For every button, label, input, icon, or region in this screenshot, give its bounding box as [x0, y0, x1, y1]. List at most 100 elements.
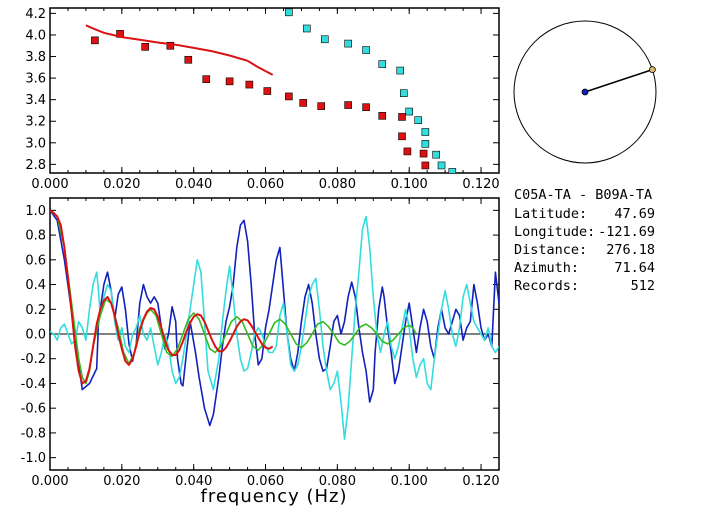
- compass-center-dot: [581, 88, 589, 96]
- top-cyan-square-marker: [362, 46, 370, 54]
- bottom-x-tick-label: 0.060: [247, 474, 284, 489]
- top-cyan-square-marker: [405, 107, 414, 116]
- top-red-square-marker: [378, 112, 387, 120]
- bottom-series-group: [50, 209, 499, 440]
- top-cyan-square-marker: [421, 128, 430, 136]
- top-x-tick-label: 0.060: [247, 177, 284, 192]
- top-x-tick-label: 0.020: [103, 177, 140, 192]
- top-cyan-square-marker: [320, 35, 329, 44]
- bottom-y-tick-label: 1.0: [25, 204, 46, 219]
- top-cyan-square-marker: [448, 168, 457, 173]
- top-cyan-square-marker: [378, 60, 387, 68]
- latitude-label: Latitude:: [514, 206, 587, 222]
- top-x-tick-label: 0.100: [391, 177, 428, 192]
- bottom-y-tick-label: -0.6: [21, 402, 46, 417]
- bottom-x-tick-label: 0.080: [319, 474, 356, 489]
- bottom-x-tick-label: 0.020: [103, 474, 140, 489]
- top-series-group: [85, 8, 457, 173]
- compass-circle: [513, 20, 657, 164]
- bottom-blue-line: [50, 209, 499, 427]
- bottom-x-tick-label: 0.000: [31, 474, 68, 489]
- latitude-value: 47.69: [614, 206, 655, 222]
- azimuth-endpoint-dot: [648, 66, 656, 74]
- top-x-tick-label: 0.120: [462, 177, 499, 192]
- top-x-tick-label: 0.080: [319, 177, 356, 192]
- bottom-y-tick-label: 0.4: [25, 278, 46, 293]
- records-value: 512: [631, 278, 655, 294]
- top-red-square-marker: [91, 36, 99, 45]
- dispersion-plot: 0.000 0.020 0.040 0.060 0.080 0.100 0.120 2.8 3…: [25, 7, 500, 192]
- top-y-tick-label: 3.6: [25, 72, 46, 87]
- top-y-tick-label: 2.8: [25, 158, 46, 173]
- top-red-square-marker: [263, 87, 272, 95]
- top-red-square-marker: [398, 132, 406, 141]
- top-cyan-square-marker: [437, 161, 446, 170]
- top-plot-frame: [49, 7, 500, 174]
- coherence-plot: 0.000 0.020 0.040 0.060 0.080 0.100 0.120 1.00…: [21, 197, 500, 507]
- bottom-y-tick-label: 0.2: [25, 303, 46, 318]
- bottom-cyan-line: [50, 215, 499, 440]
- top-y-tick-label: 3.2: [25, 115, 46, 130]
- bottom-red-line: [50, 209, 274, 385]
- bottom-x-axis: 0.000 0.020 0.040 0.060 0.080 0.100 0.120: [31, 198, 500, 489]
- top-y-tick-label: 4.0: [25, 28, 46, 43]
- top-y-tick-label: 4.2: [25, 7, 46, 22]
- top-red-square-marker: [202, 75, 211, 83]
- top-cyan-square-marker: [344, 39, 352, 48]
- top-x-axis: 0.000 0.020 0.040 0.060 0.080 0.100 0.120: [31, 8, 500, 192]
- azimuth-value: 71.64: [614, 260, 655, 276]
- top-cyan-square-marker: [303, 24, 311, 33]
- station-info-panel: C05A-TA - B09A-TA Latitude: 47.69 Longit…: [514, 187, 655, 294]
- top-red-square-marker: [398, 113, 406, 121]
- top-red-square-marker: [419, 149, 428, 158]
- top-x-tick-label: 0.040: [175, 177, 212, 192]
- top-y-tick-label: 3.0: [25, 136, 46, 151]
- top-red-square-marker: [225, 77, 234, 86]
- top-cyan-square-marker: [400, 89, 408, 97]
- top-red-line: [85, 24, 274, 76]
- top-x-tick-label: 0.000: [31, 177, 68, 192]
- azimuth-line: [584, 68, 653, 93]
- top-red-square-marker: [184, 55, 193, 64]
- bottom-y-tick-label: -0.4: [21, 377, 46, 392]
- azimuth-compass: [513, 20, 657, 164]
- top-red-square-marker: [344, 101, 352, 109]
- top-red-square-marker: [317, 102, 325, 110]
- longitude-value: -121.69: [598, 224, 655, 240]
- x-axis-label: frequency (Hz): [200, 486, 347, 507]
- bottom-y-tick-label: -0.8: [21, 426, 46, 441]
- top-cyan-square-marker: [285, 8, 293, 17]
- top-cyan-square-marker: [432, 150, 440, 159]
- top-cyan-square-marker: [421, 140, 430, 148]
- bottom-x-tick-label: 0.100: [391, 474, 428, 489]
- bottom-plot-marks: [50, 209, 499, 440]
- station-pair-title: C05A-TA - B09A-TA: [514, 187, 652, 203]
- longitude-label: Longitude:: [514, 224, 595, 240]
- top-red-square-marker: [245, 80, 254, 89]
- top-red-square-marker: [166, 41, 175, 50]
- bottom-y-axis: 1.0 0.8 0.6 0.4 0.2 0.0 -0.2 -0.4 -0.6 -0.8 -1.0: [21, 204, 499, 466]
- top-red-square-marker: [421, 161, 430, 170]
- distance-value: 276.18: [606, 242, 655, 258]
- bottom-y-tick-label: 0.6: [25, 253, 46, 268]
- top-red-square-marker: [403, 147, 412, 156]
- bottom-y-tick-label: -0.2: [21, 352, 46, 367]
- bottom-x-tick-label: 0.120: [462, 474, 499, 489]
- top-red-square-marker: [362, 103, 370, 112]
- bottom-y-tick-label: 0.8: [25, 229, 46, 244]
- top-plot-marks: [85, 8, 457, 173]
- top-y-axis: 2.8 3.0 3.2 3.4 3.6 3.8 4.0 4.2: [25, 7, 499, 173]
- top-red-square-marker: [299, 99, 308, 107]
- top-y-tick-label: 3.4: [25, 93, 46, 108]
- bottom-x-tick-label: 0.040: [175, 474, 212, 489]
- top-red-square-marker: [141, 43, 149, 51]
- distance-label: Distance:: [514, 242, 587, 258]
- records-label: Records:: [514, 278, 579, 294]
- bottom-y-tick-label: 0.0: [25, 328, 46, 343]
- top-red-square-marker: [285, 92, 293, 101]
- azimuth-label: Azimuth:: [514, 260, 579, 276]
- top-y-tick-label: 3.8: [25, 50, 46, 65]
- top-cyan-square-marker: [396, 66, 405, 75]
- top-cyan-square-marker: [414, 116, 422, 124]
